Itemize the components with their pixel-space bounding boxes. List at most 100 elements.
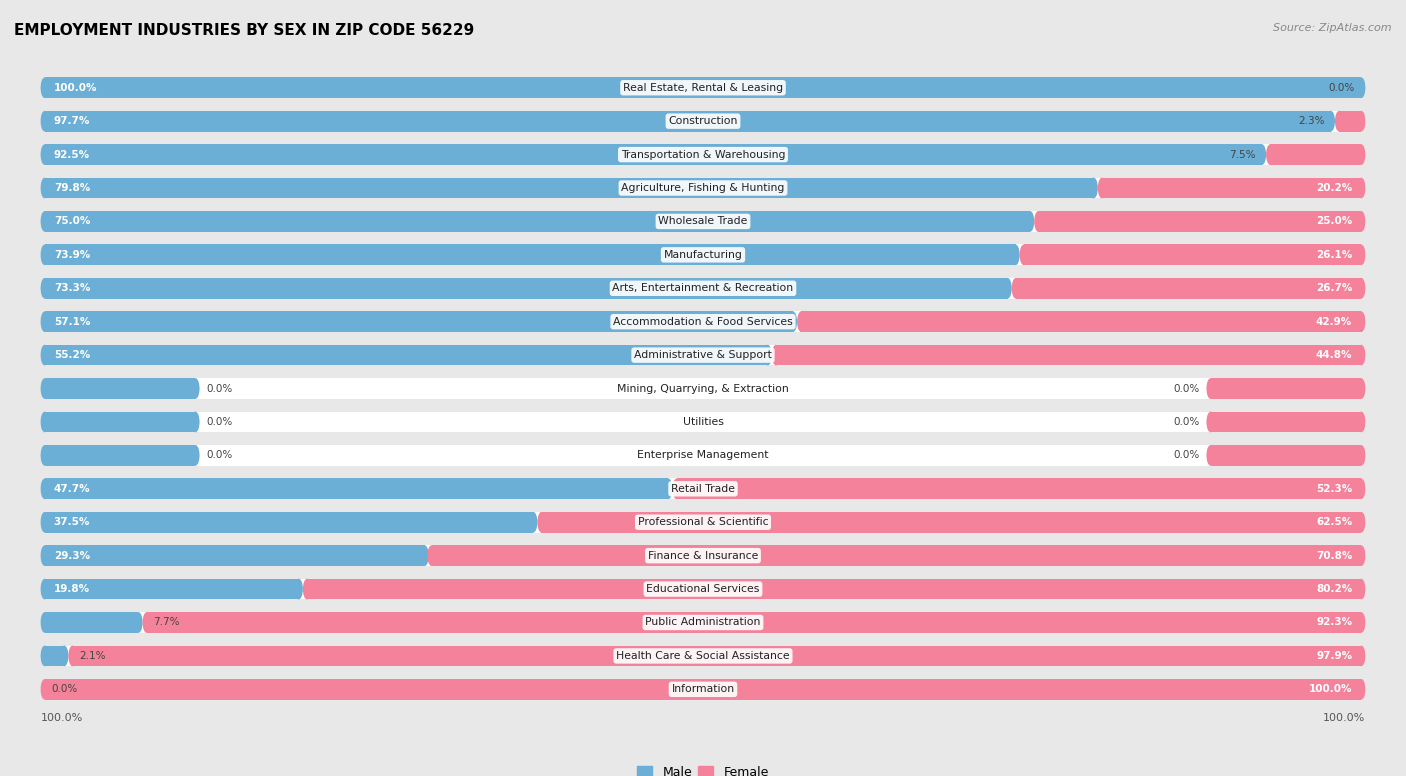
Bar	[1270, 144, 1361, 165]
Text: 26.7%: 26.7%	[1316, 283, 1353, 293]
Circle shape	[1357, 111, 1365, 131]
Bar	[541, 512, 1361, 532]
Text: 100.0%: 100.0%	[1323, 712, 1365, 722]
Circle shape	[1206, 378, 1215, 399]
Text: Source: ZipAtlas.com: Source: ZipAtlas.com	[1274, 23, 1392, 33]
Bar	[45, 211, 1361, 232]
Bar	[45, 612, 138, 633]
Circle shape	[302, 579, 311, 599]
Text: 73.3%: 73.3%	[53, 283, 90, 293]
Text: 2.1%: 2.1%	[79, 651, 105, 661]
Text: 0.0%: 0.0%	[207, 383, 232, 393]
Text: 80.2%: 80.2%	[1316, 584, 1353, 594]
Circle shape	[1357, 512, 1365, 532]
Circle shape	[1357, 679, 1365, 700]
Circle shape	[420, 546, 429, 566]
Circle shape	[41, 378, 49, 399]
Text: Educational Services: Educational Services	[647, 584, 759, 594]
Text: 62.5%: 62.5%	[1316, 518, 1353, 527]
Circle shape	[41, 378, 49, 399]
Text: Finance & Insurance: Finance & Insurance	[648, 551, 758, 560]
Bar	[45, 144, 1263, 165]
Bar	[45, 579, 1361, 599]
Circle shape	[1357, 445, 1365, 466]
Text: 79.8%: 79.8%	[53, 183, 90, 193]
Circle shape	[41, 612, 49, 633]
Circle shape	[1357, 278, 1365, 299]
Circle shape	[41, 512, 49, 532]
Circle shape	[1098, 178, 1107, 199]
Circle shape	[41, 111, 49, 131]
Circle shape	[191, 411, 200, 432]
Circle shape	[789, 311, 797, 332]
Circle shape	[1357, 378, 1365, 399]
Text: 100.0%: 100.0%	[53, 83, 97, 93]
Circle shape	[1357, 646, 1365, 667]
Text: 75.0%: 75.0%	[53, 217, 90, 227]
Text: Transportation & Warehousing: Transportation & Warehousing	[621, 150, 785, 160]
Circle shape	[41, 546, 49, 566]
Bar	[45, 512, 1361, 532]
Bar	[1211, 445, 1361, 466]
Circle shape	[41, 244, 49, 265]
Circle shape	[41, 445, 49, 466]
Circle shape	[1357, 579, 1365, 599]
Text: 55.2%: 55.2%	[53, 350, 90, 360]
Text: 73.9%: 73.9%	[53, 250, 90, 260]
Bar	[45, 512, 533, 532]
Circle shape	[1357, 78, 1365, 98]
Text: 100.0%: 100.0%	[1309, 684, 1353, 695]
Bar	[1211, 411, 1361, 432]
Text: Agriculture, Fishing & Hunting: Agriculture, Fishing & Hunting	[621, 183, 785, 193]
Bar	[45, 546, 425, 566]
Text: 0.0%: 0.0%	[1329, 83, 1355, 93]
Bar	[45, 345, 1361, 365]
Circle shape	[41, 178, 49, 199]
Bar	[45, 378, 1361, 399]
Circle shape	[1357, 479, 1365, 499]
Circle shape	[41, 579, 49, 599]
Circle shape	[41, 311, 49, 332]
Circle shape	[41, 144, 49, 165]
Circle shape	[1357, 345, 1365, 365]
Text: Professional & Scientific: Professional & Scientific	[638, 518, 768, 527]
Circle shape	[1357, 345, 1365, 365]
Text: Construction: Construction	[668, 116, 738, 126]
Circle shape	[797, 311, 806, 332]
Text: 0.0%: 0.0%	[1174, 450, 1199, 460]
Bar	[45, 78, 1361, 98]
Text: 25.0%: 25.0%	[1316, 217, 1353, 227]
Circle shape	[1357, 178, 1365, 199]
Text: 7.5%: 7.5%	[1229, 150, 1256, 160]
Bar	[45, 311, 1361, 332]
Circle shape	[41, 411, 49, 432]
Text: Information: Information	[672, 684, 734, 695]
Text: 100.0%: 100.0%	[41, 712, 83, 722]
Bar	[45, 278, 1361, 299]
Text: 37.5%: 37.5%	[53, 518, 90, 527]
Text: 26.1%: 26.1%	[1316, 250, 1353, 260]
Bar	[432, 546, 1361, 566]
Circle shape	[1357, 411, 1365, 432]
Circle shape	[1357, 144, 1365, 165]
Circle shape	[41, 144, 49, 165]
Circle shape	[60, 646, 69, 667]
Text: 2.3%: 2.3%	[1298, 116, 1324, 126]
Circle shape	[672, 479, 681, 499]
Circle shape	[1206, 445, 1215, 466]
Text: 0.0%: 0.0%	[51, 684, 77, 695]
Bar	[45, 479, 1361, 499]
Circle shape	[1357, 144, 1365, 165]
Circle shape	[1357, 278, 1365, 299]
Text: EMPLOYMENT INDUSTRIES BY SEX IN ZIP CODE 56229: EMPLOYMENT INDUSTRIES BY SEX IN ZIP CODE…	[14, 23, 474, 38]
Text: Administrative & Support: Administrative & Support	[634, 350, 772, 360]
Text: 0.0%: 0.0%	[1174, 383, 1199, 393]
Bar	[45, 646, 65, 667]
Circle shape	[41, 646, 49, 667]
Text: 47.7%: 47.7%	[53, 483, 90, 494]
Circle shape	[41, 278, 49, 299]
Circle shape	[1004, 278, 1012, 299]
Bar	[45, 546, 1361, 566]
Circle shape	[69, 646, 76, 667]
Circle shape	[41, 612, 49, 633]
